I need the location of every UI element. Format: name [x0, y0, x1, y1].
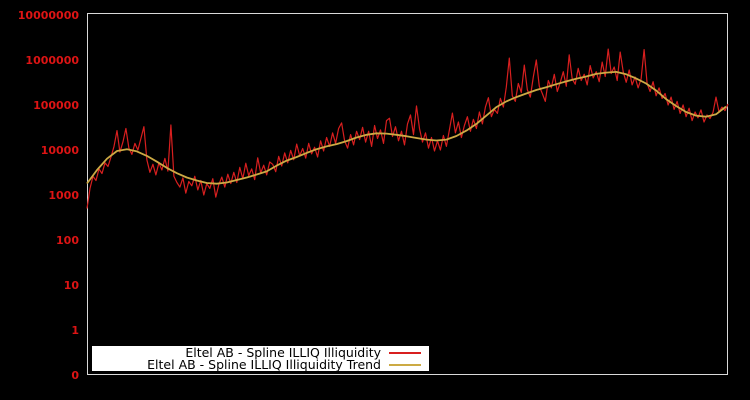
y-axis-tick-label: 10 [64, 279, 80, 292]
y-axis-tick-label: 0 [71, 369, 79, 382]
legend-item-trend: Eltel AB - Spline ILLIQ Illiquidity Tren… [92, 356, 429, 372]
legend-label-illiquidity: Eltel AB - Spline ILLIQ Illiquidity [185, 344, 381, 360]
y-axis-tick-label: 10000 [41, 144, 80, 157]
y-axis-tick-label: 1000000 [25, 54, 79, 67]
legend: Eltel AB - Spline ILLIQ Illiquidity Elte… [92, 346, 429, 371]
legend-line-swatch-illiquidity [389, 351, 421, 354]
y-axis-tick-label: 100 [56, 234, 79, 247]
y-axis-tick-label: 10000000 [18, 9, 80, 22]
y-axis-tick-label: 1000 [48, 189, 79, 202]
legend-label-trend: Eltel AB - Spline ILLIQ Illiquidity Tren… [147, 356, 381, 372]
legend-line-swatch-trend [389, 363, 421, 366]
plot-frame [87, 13, 728, 375]
trend-series-line [86, 71, 727, 185]
y-axis-tick-label: 100000 [33, 99, 79, 112]
legend-item-illiquidity: Eltel AB - Spline ILLIQ Illiquidity [92, 344, 429, 360]
illiquidity-series-line [86, 48, 729, 209]
y-axis-tick-label: 1 [71, 324, 79, 337]
